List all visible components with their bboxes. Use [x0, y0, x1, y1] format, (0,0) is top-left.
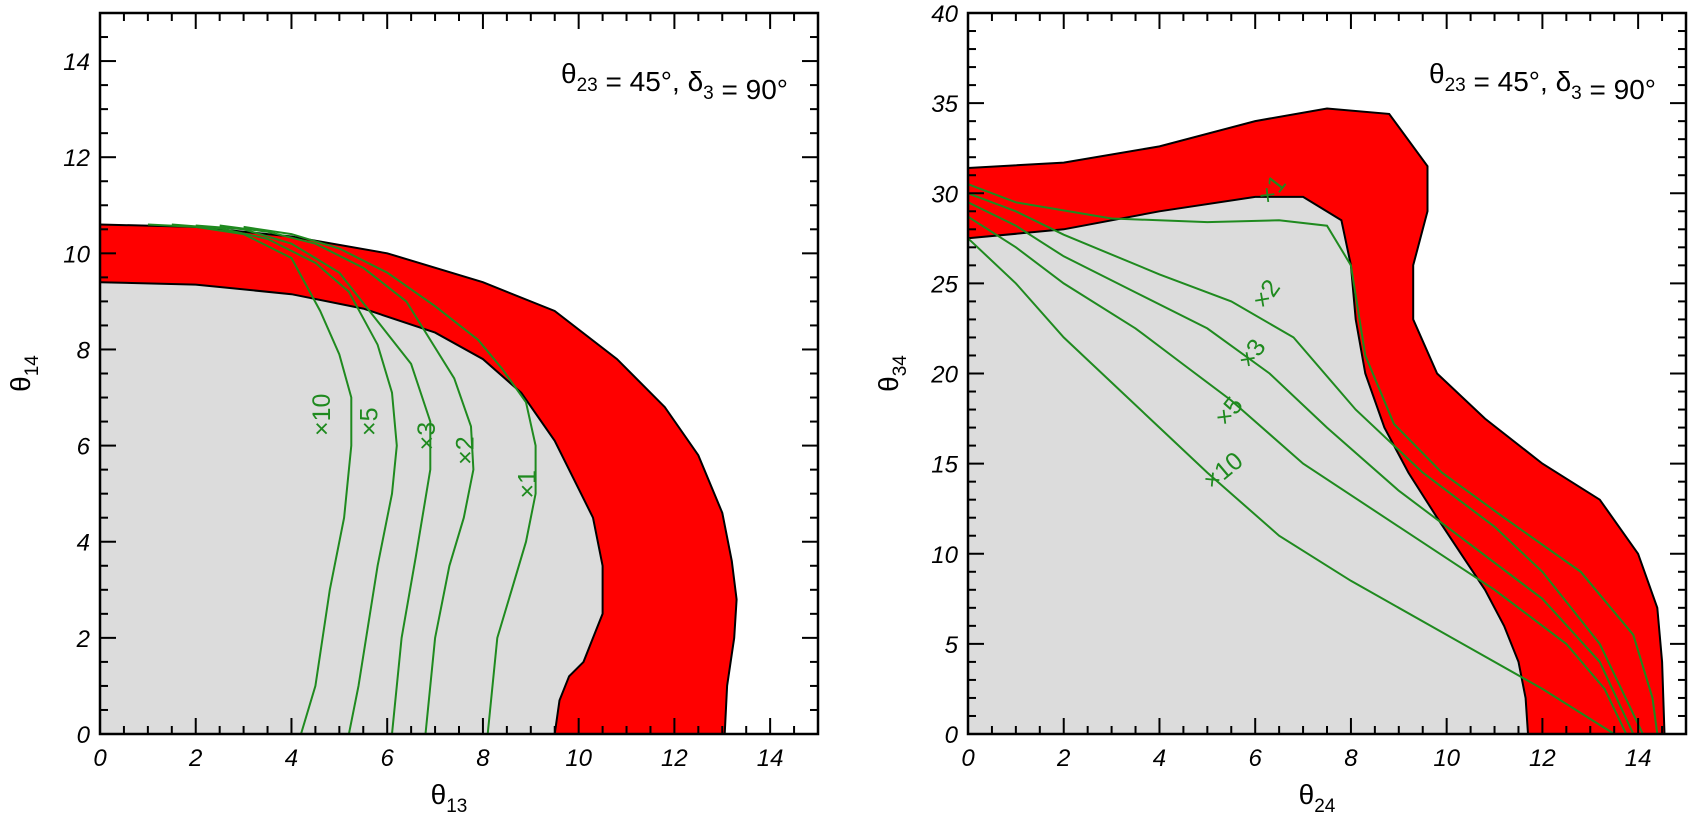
y-tick-label: 0 — [945, 722, 959, 749]
y-tick-label: 0 — [77, 722, 91, 749]
y-tick-label: 4 — [77, 530, 90, 557]
sensitivity-curve — [968, 201, 1635, 734]
x-tick-label: 2 — [1056, 745, 1070, 772]
x-tick-label: 8 — [1344, 745, 1358, 772]
curve-label: ×3 — [413, 422, 441, 451]
annotation-right: θ23 = 45°, δ3 = 90° — [1429, 58, 1656, 105]
y-axis-label-right: θ34 — [873, 355, 911, 392]
y-tick-label: 2 — [76, 626, 90, 653]
y-tick-label: 14 — [63, 49, 90, 76]
curve-label: ×2 — [451, 436, 479, 465]
allowed-region-inner — [968, 196, 1528, 734]
x-tick-label: 8 — [476, 745, 490, 772]
curve-label: ×5 — [356, 407, 384, 436]
sensitivity-curve — [243, 225, 537, 734]
sensitivity-curve — [195, 224, 432, 734]
y-tick-label: 12 — [63, 145, 90, 172]
curve-label: ×1 — [514, 470, 542, 499]
y-tick-label: 40 — [931, 1, 958, 28]
y-tick-label: 5 — [945, 632, 959, 659]
x-axis-label-left: θ13 — [431, 779, 468, 817]
x-tick-label: 4 — [285, 745, 298, 772]
x-tick-label: 12 — [1529, 745, 1556, 772]
x-tick-label: 10 — [565, 745, 592, 772]
y-tick-label: 30 — [931, 181, 958, 208]
y-tick-label: 35 — [931, 91, 958, 118]
y-tick-label: 6 — [77, 434, 91, 461]
y-tick-label: 20 — [930, 362, 958, 389]
sensitivity-curve — [968, 215, 1628, 734]
outer-boundary-line — [100, 223, 738, 734]
x-tick-label: 0 — [93, 745, 107, 772]
x-tick-label: 4 — [1153, 745, 1166, 772]
y-tick-label: 15 — [931, 452, 958, 479]
curve-layer — [968, 183, 1659, 734]
x-tick-label: 12 — [661, 745, 688, 772]
inner-boundary-line — [100, 281, 604, 734]
sensitivity-curve — [968, 192, 1644, 734]
x-tick-label: 0 — [961, 745, 975, 772]
inner-boundary-line — [968, 195, 1529, 734]
x-axis-label-right: θ24 — [1299, 779, 1336, 817]
panel-left: 0 2 4 6 8 10 12 14 0 2 4 6 8 10 12 14 θ23 = 45°, δ3 = 9… — [5, 11, 820, 817]
sensitivity-curve — [968, 237, 1615, 734]
region-layer — [968, 107, 1666, 734]
x-tick-label: 2 — [188, 745, 202, 772]
sensitivity-curve — [171, 223, 398, 734]
panel-right: 0 2 4 6 8 10 12 14 0 5 10 15 20 25 30 35 40 θ23 = 45°, δ… — [873, 1, 1688, 817]
tick-layer: 0 2 4 6 8 10 12 14 0 2 4 6 8 10 12 14 — [63, 12, 819, 772]
x-tick-label: 10 — [1433, 745, 1460, 772]
region-layer — [100, 223, 738, 734]
curve-layer — [147, 223, 537, 734]
x-tick-label: 14 — [1625, 745, 1652, 772]
y-tick-label: 10 — [63, 241, 90, 268]
y-tick-label: 8 — [77, 337, 91, 364]
sensitivity-curve — [219, 224, 475, 734]
x-tick-label: 6 — [381, 745, 395, 772]
outer-boundary-line — [968, 107, 1666, 734]
x-tick-label: 6 — [1249, 745, 1263, 772]
tick-layer: 0 2 4 6 8 10 12 14 0 5 10 15 20 25 30 35 40 — [930, 1, 1687, 772]
y-tick-label: 25 — [930, 271, 958, 298]
y-axis-label-left: θ14 — [5, 355, 43, 392]
sensitivity-curve — [968, 183, 1659, 734]
curve-label: ×10 — [308, 394, 336, 436]
y-tick-label: 10 — [931, 542, 958, 569]
sensitivity-curve — [147, 223, 353, 734]
annotation-left: θ23 = 45°, δ3 = 90° — [561, 58, 788, 105]
allowed-region-inner — [100, 282, 603, 734]
x-tick-label: 14 — [757, 745, 784, 772]
